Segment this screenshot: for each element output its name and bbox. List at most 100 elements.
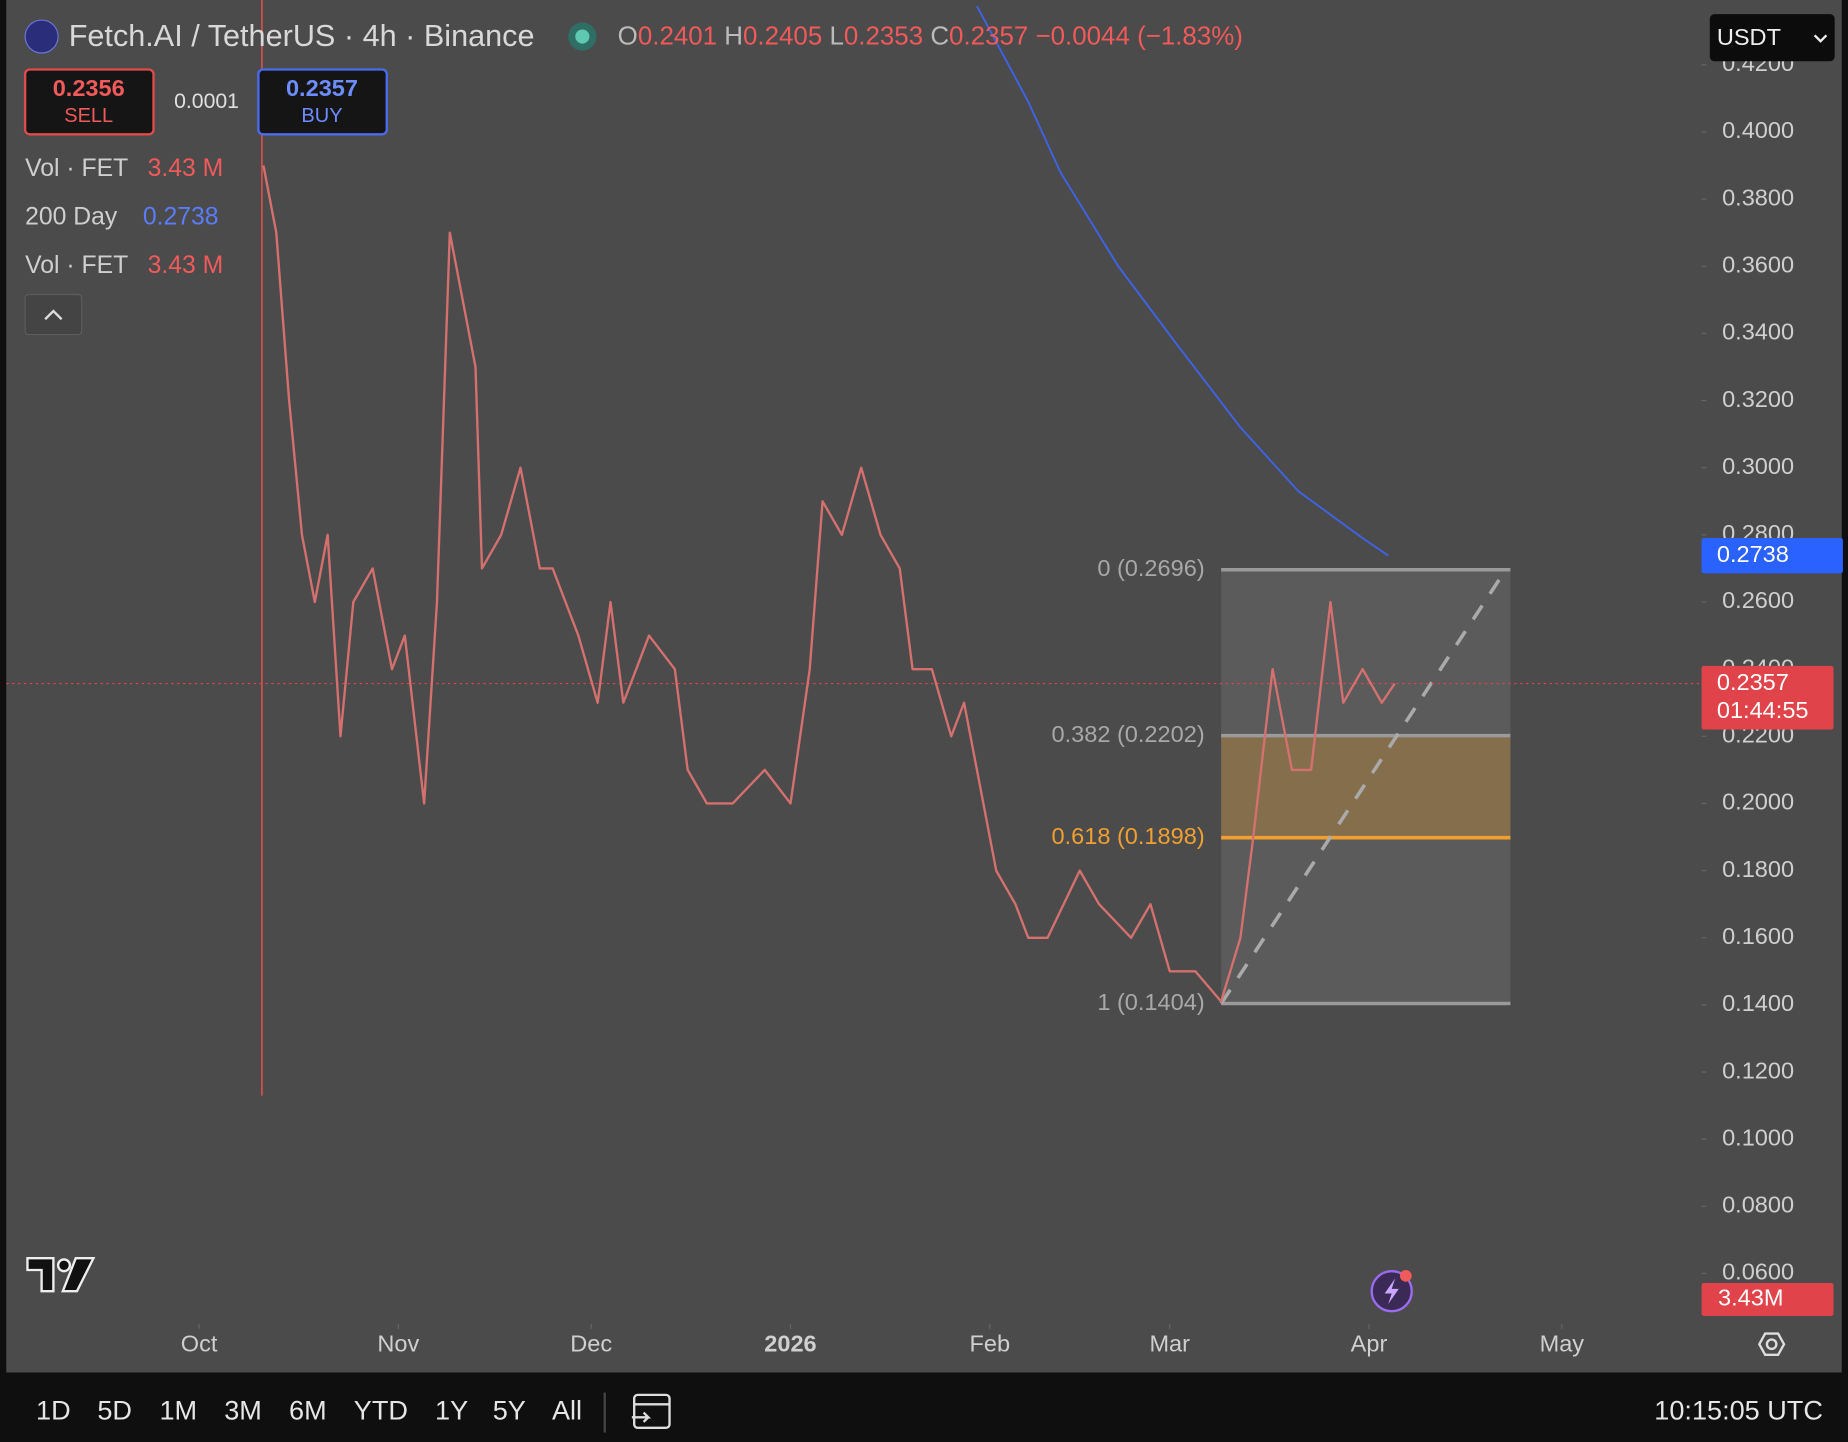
ohlc-key: L [829,23,843,51]
lightning-button[interactable] [1370,1269,1413,1313]
volume-tag-label: 3.43M [1718,1285,1783,1311]
y-tick-label: 0.3800 [1722,184,1794,210]
buy-price[interactable]: 0.2357 [286,75,358,101]
y-tick-label: 0.1600 [1722,923,1794,949]
ohlc-key: C [930,23,949,51]
notification-dot [1399,1269,1412,1282]
x-tick-label: Dec [570,1331,612,1357]
legend-value: 0.2738 [143,203,219,230]
ohlc-key: O [618,23,638,51]
logo-part [61,1257,96,1293]
range-button[interactable]: 1Y [435,1395,468,1426]
currency[interactable]: USDT [1717,24,1781,50]
y-tick-label: 0.1400 [1722,990,1794,1016]
y-tick-label: 0.0600 [1722,1259,1794,1285]
y-tick-label: 0.3600 [1722,251,1794,277]
x-tick-label: May [1540,1331,1585,1357]
clock: 10:15:05 UTC [1654,1395,1823,1426]
range-buttons: 1D 5D 1M 3M 6M YTD 1Y 5Y All [36,1395,582,1426]
x-tick-label: Apr [1351,1331,1388,1357]
y-tick-label: 0.1800 [1722,856,1794,882]
legend-name: 200 Day [25,203,118,230]
fib-zone [1221,735,1511,838]
logo-part [26,1257,55,1293]
sell-price[interactable]: 0.2356 [53,75,125,101]
y-tick-label: 0.0800 [1722,1192,1794,1218]
collapse-button[interactable] [24,293,83,336]
buy-label[interactable]: BUY [301,105,342,127]
series-line [262,165,1396,1003]
legend-value: 3.43 M [148,252,224,279]
tv-logo[interactable] [26,1257,96,1293]
ohlc-key: H [724,23,743,51]
y-tick-label: 0.4000 [1722,117,1794,143]
price-tag-label: 0.2738 [1717,541,1789,567]
sell-label[interactable]: SELL [64,105,113,127]
settings-button[interactable] [1757,1332,1786,1356]
x-tick-label: Mar [1149,1331,1190,1357]
currency-select[interactable]: USDT [1709,14,1835,62]
collapse-icon [44,309,63,321]
y-tick-label: 0.3000 [1722,453,1794,479]
x-tick-label: Feb [969,1331,1010,1357]
logo-part [56,1258,72,1273]
chevron [1813,34,1828,43]
x-tick-label: Nov [377,1331,419,1357]
spread: 0.0001 [174,90,239,113]
y-tick-label: 0.2600 [1722,587,1794,613]
price-tag-label: 0.2357 [1717,669,1789,695]
price-tag [1701,537,1843,574]
range-button[interactable]: 1M [159,1395,197,1426]
collapse-box[interactable] [24,293,83,336]
status-dot [575,29,590,44]
calendar-icon[interactable] [633,1393,671,1430]
range-button[interactable]: 6M [289,1395,327,1426]
ohlc: O0.2401 H0.2405 L0.2353 C0.2357 −0.0044 … [618,23,1243,51]
y-tick-label: 0.3400 [1722,319,1794,345]
currency-box[interactable] [1709,14,1835,62]
x-tick-label: Oct [181,1331,218,1357]
change: −0.0044 (−1.83%) [1036,23,1243,51]
fib-box [1221,569,1511,1004]
symbol-icon [24,19,59,54]
legend-value: 3.43 M [148,155,224,182]
ohlc-value: 0.2357 [949,23,1028,51]
fib-trend [1219,568,1508,1005]
range-button[interactable]: 1D [36,1395,71,1426]
ohlc-value: 0.2405 [743,23,822,51]
x-tick-label: 2026 [764,1331,816,1357]
fib-label: 1 (0.1404) [1097,989,1204,1015]
fib-label: 0 (0.2696) [1097,555,1204,581]
series-line [976,5,1389,557]
calendar-arrow [631,1411,652,1423]
symbol: Fetch.AI / TetherUS · 4h · Binance [69,19,535,53]
buy-button[interactable]: 0.2357 BUY [257,68,388,136]
date-range-button[interactable] [631,1393,671,1430]
settings-icon[interactable] [1757,1332,1786,1356]
sell-box[interactable] [23,68,155,136]
legend-name: Vol · FET [25,252,128,279]
toolbar [6,1373,1842,1442]
lightning-icon [1384,1278,1399,1305]
countdown: 01:44:55 [1717,697,1809,723]
price-tag [1701,665,1834,730]
plot: 0.0600 0.0800 0.1000 0.1200 0.1400 0.1600 0.18… [6,5,1843,1357]
fib-label: 0.618 (0.1898) [1051,823,1204,849]
range-button[interactable]: 3M [224,1395,262,1426]
ohlc-value: 0.2353 [844,23,923,51]
volume-tag [1701,1282,1834,1316]
y-tick-label: 0.2000 [1722,789,1794,815]
range-button[interactable]: All [552,1395,582,1426]
fib-label: 0.382 (0.2202) [1051,721,1204,747]
ohlc-value: 0.2401 [638,23,717,51]
y-tick-label: 0.1000 [1722,1124,1794,1150]
buy-box[interactable] [257,68,388,136]
chart-area [6,0,1842,1373]
range-button[interactable]: 5D [97,1395,132,1426]
range-button[interactable]: YTD [354,1395,408,1426]
range-button[interactable]: 5Y [493,1395,526,1426]
legend-name: Vol · FET [25,155,128,182]
sell-button[interactable]: 0.2356 SELL [23,68,155,136]
